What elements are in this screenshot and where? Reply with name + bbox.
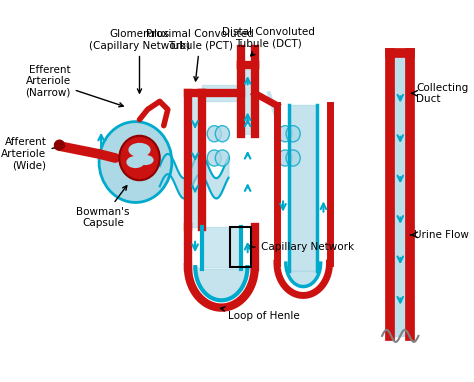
- Ellipse shape: [137, 155, 154, 165]
- Ellipse shape: [99, 121, 172, 202]
- Bar: [230, 227, 251, 267]
- Text: Proximal Convoluted
Tubule (PCT): Proximal Convoluted Tubule (PCT): [146, 29, 254, 81]
- Text: Loop of Henle: Loop of Henle: [220, 307, 300, 320]
- Text: Bowman's
Capsule: Bowman's Capsule: [76, 186, 130, 228]
- Ellipse shape: [207, 126, 221, 142]
- Ellipse shape: [286, 150, 300, 166]
- Ellipse shape: [207, 150, 221, 166]
- Text: Collecting
Duct: Collecting Duct: [417, 83, 469, 104]
- Ellipse shape: [119, 136, 160, 180]
- Ellipse shape: [286, 126, 300, 142]
- Polygon shape: [195, 267, 247, 300]
- Text: Capillary Network: Capillary Network: [247, 242, 354, 252]
- Ellipse shape: [278, 126, 292, 142]
- Text: Glomerulus
(Capillary Network): Glomerulus (Capillary Network): [89, 29, 190, 93]
- Text: Urine Flow: Urine Flow: [414, 230, 469, 240]
- Text: Afferent
Arteriole
(Wide): Afferent Arteriole (Wide): [1, 138, 64, 170]
- Ellipse shape: [128, 143, 151, 157]
- Ellipse shape: [215, 126, 229, 142]
- Ellipse shape: [127, 156, 145, 168]
- Circle shape: [55, 140, 64, 150]
- Text: Efferent
Arteriole
(Narrow): Efferent Arteriole (Narrow): [26, 65, 123, 107]
- Polygon shape: [286, 263, 320, 286]
- Ellipse shape: [215, 150, 229, 166]
- Text: Distal Convoluted
Tubule (DCT): Distal Convoluted Tubule (DCT): [222, 27, 315, 56]
- Ellipse shape: [278, 150, 292, 166]
